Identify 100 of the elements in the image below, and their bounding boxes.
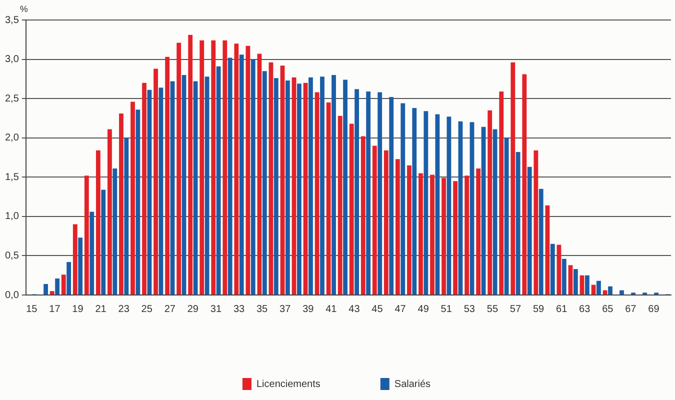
bar	[182, 75, 186, 294]
bar	[228, 58, 232, 294]
bar	[584, 275, 590, 294]
y-tick-label: 0,5	[4, 250, 20, 262]
bar	[246, 46, 250, 294]
bar	[424, 111, 428, 294]
x-tick-label: 25	[141, 304, 153, 315]
x-tick-label: 67	[625, 304, 637, 315]
bar	[418, 173, 423, 294]
bar	[130, 102, 135, 294]
bar	[308, 77, 313, 294]
bar	[142, 82, 146, 294]
bar	[343, 80, 348, 294]
bar	[108, 129, 112, 294]
x-tick-label: 43	[348, 304, 360, 315]
x-tick-label: 27	[164, 304, 176, 315]
bar	[250, 59, 256, 294]
bar	[481, 126, 486, 294]
bar	[165, 56, 170, 294]
bar	[176, 42, 182, 294]
bar	[84, 176, 89, 294]
x-tick-label: 23	[118, 304, 130, 315]
x-tick-label: 59	[532, 304, 545, 315]
bar	[303, 82, 308, 294]
bar	[510, 62, 516, 294]
bar	[550, 244, 555, 294]
bar	[378, 92, 382, 294]
y-tick-label: 1,5	[4, 172, 20, 183]
bar	[538, 188, 544, 294]
bar	[285, 80, 290, 294]
y-tick-label: 1,0	[4, 211, 20, 222]
y-tick-label: 0,0	[4, 290, 20, 301]
x-tick-label: 49	[418, 304, 430, 315]
bar	[50, 291, 54, 294]
legend-label: Licenciements	[256, 378, 320, 390]
bar	[188, 34, 193, 294]
x-tick-label: 15	[26, 304, 38, 315]
bar	[320, 76, 324, 294]
x-tick-label: 39	[302, 304, 314, 315]
x-tick-label: 41	[326, 304, 338, 315]
x-tick-label: 63	[579, 304, 591, 315]
bar	[90, 212, 94, 294]
bar	[239, 54, 244, 294]
bar	[292, 77, 296, 294]
bar	[556, 244, 562, 294]
bar	[527, 166, 532, 294]
y-tick-label: 2,0	[4, 132, 20, 144]
bar	[372, 146, 377, 294]
bar	[407, 165, 412, 294]
bar	[274, 78, 278, 294]
x-tick-label: 33	[233, 304, 246, 315]
bar	[602, 290, 608, 294]
bar	[522, 74, 527, 294]
x-tick-label: 51	[440, 304, 452, 315]
bar	[453, 181, 458, 294]
bar	[534, 150, 538, 294]
x-tick-label: 69	[648, 304, 660, 315]
x-tick-label: 57	[510, 304, 522, 315]
bar	[216, 66, 221, 294]
bar	[430, 174, 434, 294]
bar	[504, 138, 509, 294]
x-tick-label: 55	[486, 304, 498, 315]
bar	[608, 286, 612, 294]
y-axis-title: %	[20, 4, 28, 14]
bar	[488, 110, 492, 294]
bar	[395, 159, 400, 294]
bar	[499, 92, 504, 294]
bar	[435, 114, 440, 294]
bar	[112, 168, 118, 294]
bar	[124, 138, 129, 294]
bar	[389, 97, 394, 294]
bar	[147, 90, 152, 294]
bar	[332, 75, 336, 294]
bar	[257, 54, 262, 294]
bar	[442, 178, 446, 294]
bar	[354, 89, 360, 294]
bar	[96, 150, 100, 294]
bar	[573, 269, 578, 294]
bar	[400, 103, 406, 294]
bar	[44, 284, 48, 294]
x-tick-label: 17	[49, 304, 61, 315]
bar	[268, 62, 274, 294]
bar	[55, 278, 60, 294]
x-tick-label: 29	[187, 304, 199, 315]
x-tick-label: 61	[556, 304, 568, 315]
bar	[204, 76, 210, 294]
bar	[620, 290, 624, 294]
y-tick-label: 2,5	[4, 93, 20, 104]
bar	[280, 66, 285, 294]
bar	[360, 136, 366, 294]
bar	[154, 68, 158, 294]
x-tick-label: 53	[464, 304, 476, 315]
x-tick-label: 45	[372, 304, 384, 315]
legend-label: Salariés	[394, 378, 431, 390]
x-tick-label: 21	[95, 304, 107, 315]
bar	[366, 92, 371, 294]
bar	[72, 224, 78, 294]
x-tick-label: 47	[394, 304, 406, 315]
bar	[136, 110, 140, 294]
bar	[470, 122, 474, 294]
